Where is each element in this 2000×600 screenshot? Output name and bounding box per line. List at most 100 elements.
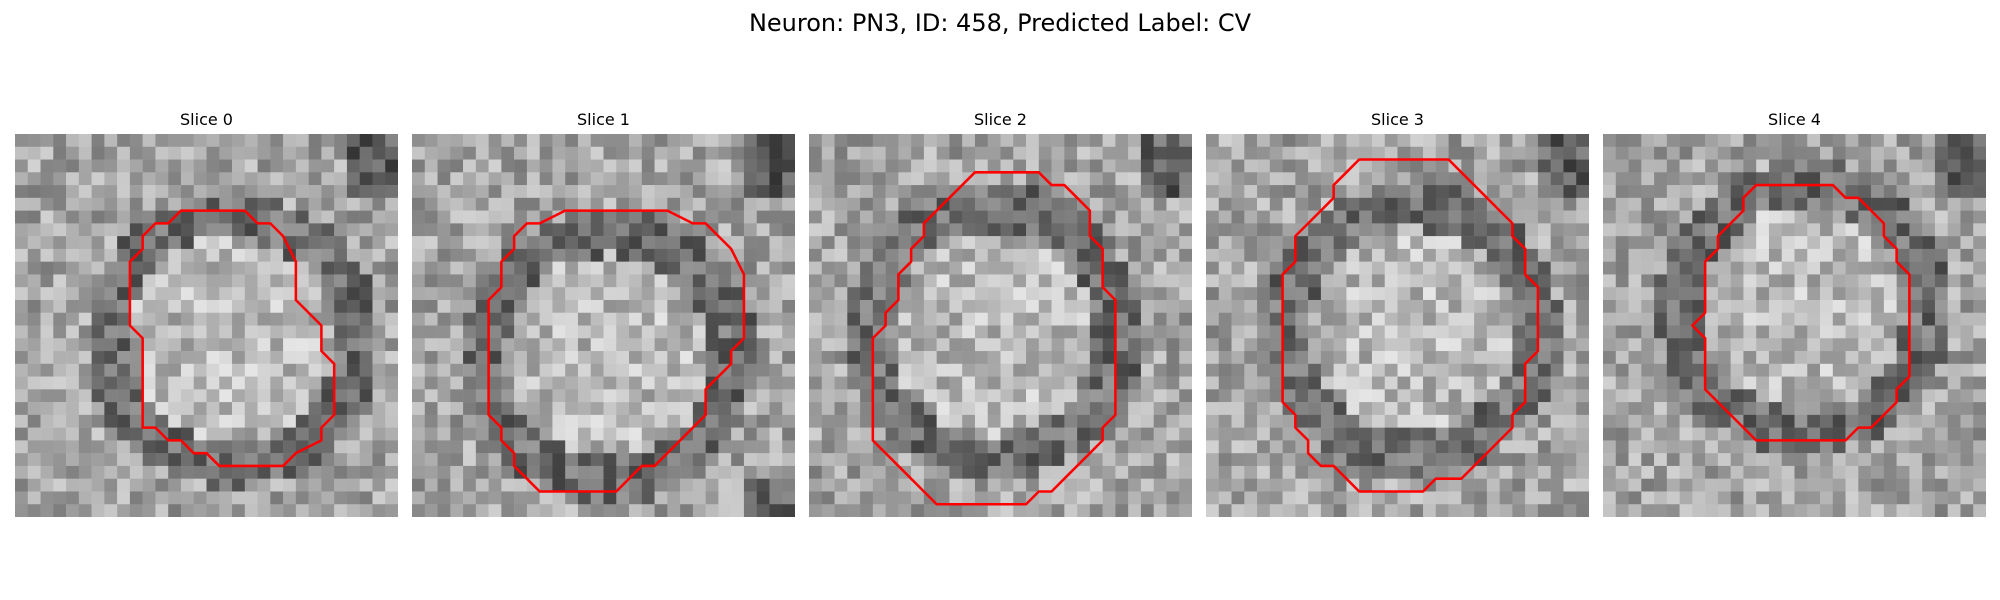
pixel (1563, 363, 1577, 377)
pixel (1858, 287, 1872, 301)
pixel (1346, 402, 1360, 416)
pixel (1756, 491, 1770, 505)
pixel (1666, 414, 1680, 428)
pixel (1000, 134, 1014, 148)
pixel (1206, 351, 1220, 365)
pixel (219, 363, 233, 377)
pixel (1922, 389, 1936, 403)
pixel (847, 299, 861, 313)
pixel (1832, 351, 1846, 365)
pixel (1461, 363, 1475, 377)
pixel (860, 261, 874, 275)
pixel (743, 491, 757, 505)
pixel (1179, 299, 1192, 313)
pixel (1346, 325, 1360, 339)
pixel (962, 376, 976, 390)
pixel (641, 338, 655, 352)
pixel (1756, 351, 1770, 365)
pixel (782, 223, 795, 237)
pixel (1153, 299, 1167, 313)
pixel (1960, 376, 1974, 390)
pixel (1320, 465, 1334, 479)
pixel (1628, 504, 1642, 517)
pixel (117, 389, 131, 403)
pixel (1384, 146, 1398, 160)
pixel (782, 440, 795, 454)
pixel (180, 491, 194, 505)
pixel (1615, 338, 1629, 352)
pixel (206, 299, 220, 313)
pixel (756, 504, 770, 517)
pixel (1102, 453, 1116, 467)
pixel (104, 363, 118, 377)
pixel (270, 287, 284, 301)
pixel (1563, 491, 1577, 505)
pixel (911, 402, 925, 416)
pixel (667, 236, 681, 250)
pixel (437, 274, 451, 288)
pixel (1474, 274, 1488, 288)
pixel (91, 274, 105, 288)
pixel (860, 197, 874, 211)
pixel (514, 389, 528, 403)
pixel (1960, 146, 1974, 160)
pixel (1563, 402, 1577, 416)
pixel (1423, 172, 1437, 186)
pixel (1115, 465, 1129, 479)
pixel (1257, 338, 1271, 352)
pixel (616, 223, 630, 237)
pixel (244, 146, 258, 160)
pixel (1909, 197, 1923, 211)
pixel (539, 197, 553, 211)
pixel (40, 478, 54, 492)
pixel (1845, 210, 1859, 224)
pixel (193, 465, 207, 479)
pixel (295, 287, 309, 301)
pixel (743, 338, 757, 352)
pixel (1346, 261, 1360, 275)
pixel (334, 236, 348, 250)
pixel (1730, 172, 1744, 186)
pixel (168, 261, 182, 275)
pixel (1973, 338, 1986, 352)
pixel (1705, 236, 1719, 250)
pixel (244, 414, 258, 428)
pixel (1603, 453, 1617, 467)
pixel (1244, 491, 1258, 505)
pixel (27, 274, 41, 288)
pixel (1026, 261, 1040, 275)
pixel (1537, 351, 1551, 365)
pixel (577, 172, 591, 186)
pixel (1705, 351, 1719, 365)
pixel (66, 465, 80, 479)
pixel (1089, 402, 1103, 416)
pixel (1692, 389, 1706, 403)
pixel (1820, 146, 1834, 160)
pixel (705, 465, 719, 479)
pixel (1026, 299, 1040, 313)
pixel (53, 440, 67, 454)
pixel (1282, 248, 1296, 262)
pixel (718, 261, 732, 275)
pixel (1768, 325, 1782, 339)
pixel (1832, 236, 1846, 250)
pixel (270, 325, 284, 339)
pixel (782, 414, 795, 428)
pixel (372, 325, 386, 339)
pixel (680, 134, 694, 148)
pixel (1257, 453, 1271, 467)
pixel (1218, 236, 1232, 250)
pixel (872, 134, 886, 148)
pixel (437, 504, 451, 517)
pixel (1717, 172, 1731, 186)
pixel (1410, 465, 1424, 479)
pixel (359, 312, 373, 326)
pixel (974, 389, 988, 403)
pixel (514, 427, 528, 441)
pixel (1858, 146, 1872, 160)
pixel (346, 402, 360, 416)
pixel (962, 325, 976, 339)
pixel (974, 453, 988, 467)
pixel (450, 491, 464, 505)
pixel (244, 197, 258, 211)
